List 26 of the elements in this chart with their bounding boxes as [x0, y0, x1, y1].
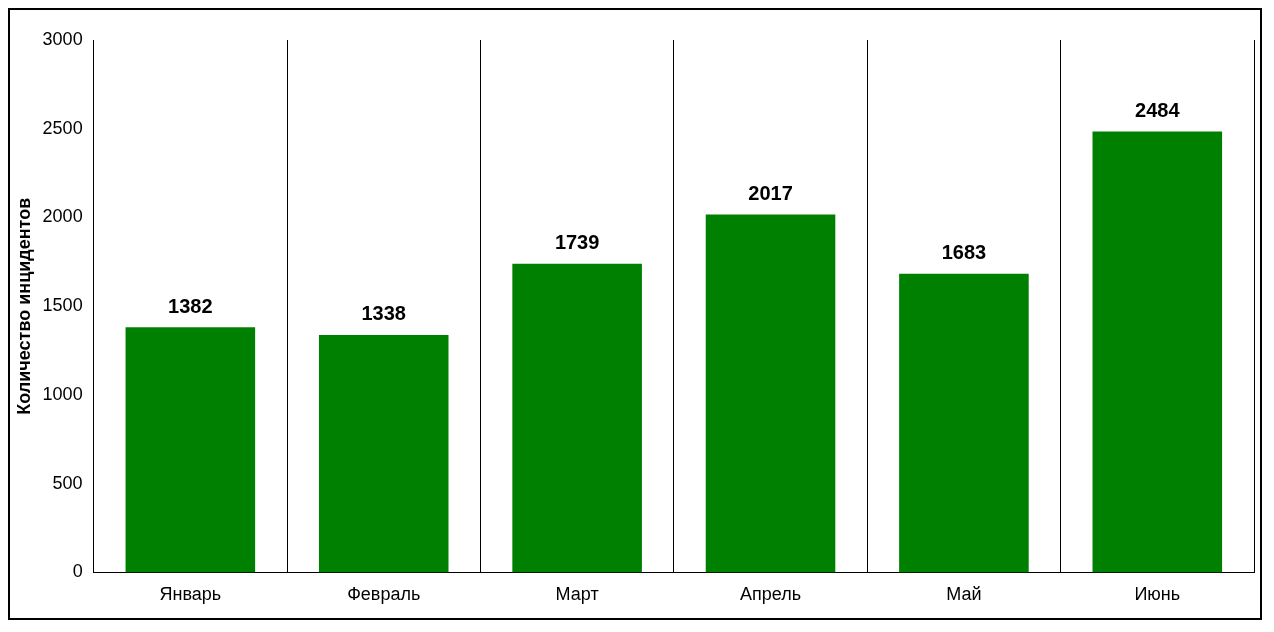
bar: [512, 263, 642, 573]
x-tick-label: Март: [555, 584, 599, 605]
bar: [1092, 131, 1223, 573]
bar: [705, 214, 836, 573]
y-tick-label: 2500: [42, 117, 83, 138]
y-tick-label: 500: [52, 472, 83, 493]
data-label: 1683: [941, 241, 987, 264]
data-label: 1739: [554, 231, 600, 254]
y-tick-label: 0: [72, 561, 83, 582]
y-tick-label: 2000: [42, 206, 83, 227]
x-tick-label: Февраль: [347, 584, 421, 605]
y-tick-label: 1500: [42, 295, 83, 316]
y-tick-label: 1000: [42, 383, 83, 404]
x-tick-label: Январь: [159, 584, 222, 605]
data-label: 2017: [748, 181, 793, 204]
y-tick-label: 3000: [42, 28, 83, 49]
x-tick-label: Июнь: [1134, 584, 1181, 605]
data-label: 2484: [1135, 99, 1181, 122]
data-label: 1382: [168, 294, 213, 317]
data-label: 1338: [361, 302, 406, 325]
bar: [899, 273, 1029, 573]
x-tick-label: Май: [946, 584, 982, 605]
y-axis-title: Количество инцидентов: [13, 197, 34, 415]
bar: [318, 334, 449, 573]
bar: [125, 327, 256, 573]
x-tick-label: Апрель: [739, 584, 802, 605]
